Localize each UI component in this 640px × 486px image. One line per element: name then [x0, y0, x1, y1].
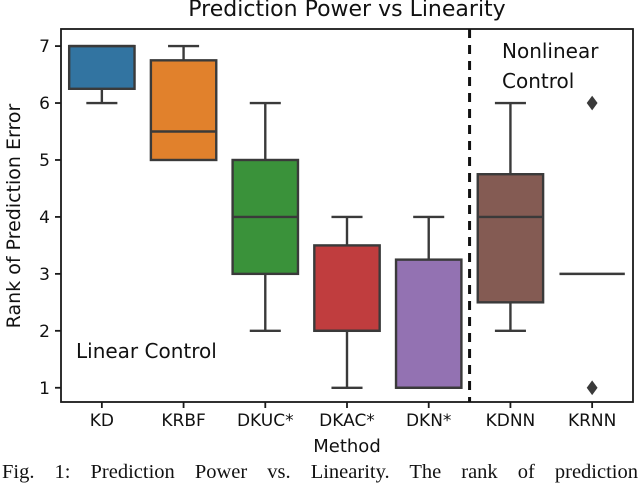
figure-caption: Fig. 1: Prediction Power vs. Linearity. … [2, 461, 638, 483]
x-tick-label-krnn: KRNN [568, 411, 616, 431]
box-kd [67, 44, 136, 90]
annotation-linear-control: Linear Control [76, 339, 217, 363]
y-tick-label: 1 [39, 379, 50, 399]
y-tick-label: 2 [39, 322, 50, 342]
y-tick-label: 6 [39, 94, 50, 114]
box-krbf [149, 59, 218, 162]
x-tick-label-kd: KD [90, 411, 114, 431]
x-tick-label-dkn: DKN* [406, 411, 451, 431]
boxplot-canvas: 1 2 3 4 5 6 7 KD KRBF DKUC* DKAC* DKN* KDNN KRNN Linea… [39, 28, 634, 431]
chart-title: Prediction Power vs Linearity [188, 0, 506, 22]
y-tick-label: 5 [39, 151, 50, 171]
x-tick-label-dkuc: DKUC* [237, 411, 294, 431]
box-dkac [313, 244, 381, 333]
annotation-nonlinear-line1: Nonlinear [502, 39, 599, 63]
annotation-nonlinear-line2: Control [502, 69, 574, 93]
y-tick-label: 3 [39, 265, 50, 285]
box-dkn [394, 258, 463, 389]
y-tick-label: 4 [39, 208, 50, 228]
x-axis-label: Method [313, 436, 381, 457]
x-tick-label-krbf: KRBF [161, 411, 205, 431]
outlier-krnn [586, 380, 598, 396]
x-tick-label-kdnn: KDNN [486, 411, 536, 431]
y-tick-label: 7 [39, 37, 50, 57]
outlier-krnn [586, 95, 598, 111]
box-kdnn [476, 173, 545, 304]
x-tick-label-dkac: DKAC* [319, 411, 375, 431]
